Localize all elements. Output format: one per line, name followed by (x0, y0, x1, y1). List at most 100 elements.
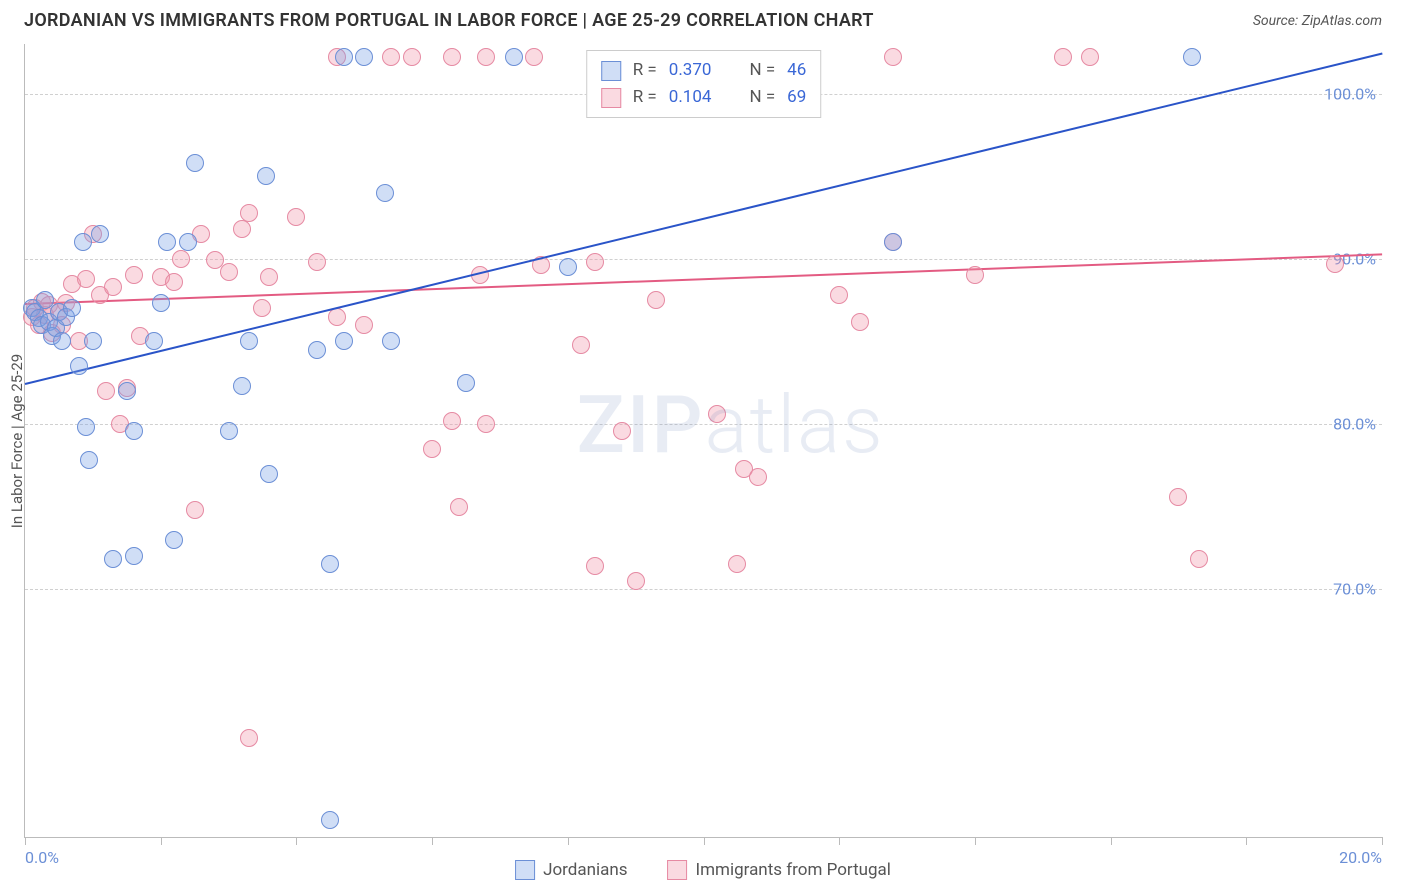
x-tick (704, 837, 705, 845)
legend-swatch (515, 860, 535, 880)
x-tick (25, 837, 26, 845)
data-point-portugal (830, 286, 848, 304)
data-point-portugal (125, 266, 143, 284)
x-tick-label: 20.0% (1339, 848, 1382, 867)
data-point-portugal (355, 316, 373, 334)
x-tick-label: 0.0% (25, 848, 59, 867)
data-point-portugal (1326, 255, 1344, 273)
legend-swatch (601, 88, 621, 108)
legend-label: Jordanians (543, 860, 627, 880)
data-point-jordanians (125, 422, 143, 440)
data-point-jordanians (53, 332, 71, 350)
data-point-portugal (728, 555, 746, 573)
data-point-jordanians (125, 547, 143, 565)
data-point-portugal (233, 220, 251, 238)
data-point-jordanians (118, 382, 136, 400)
data-point-jordanians (152, 294, 170, 312)
data-point-jordanians (80, 451, 98, 469)
correlation-legend: R = 0.370 N = 46R = 0.104N = 69 (586, 50, 822, 118)
data-point-jordanians (1183, 48, 1201, 66)
data-point-jordanians (457, 374, 475, 392)
data-point-jordanians (179, 233, 197, 251)
data-point-jordanians (158, 233, 176, 251)
data-point-jordanians (355, 48, 373, 66)
data-point-portugal (1190, 550, 1208, 568)
data-point-jordanians (308, 341, 326, 359)
data-point-jordanians (233, 377, 251, 395)
x-tick (975, 837, 976, 845)
data-point-portugal (851, 313, 869, 331)
data-point-jordanians (70, 357, 88, 375)
data-point-jordanians (77, 418, 95, 436)
data-point-portugal (966, 266, 984, 284)
data-point-portugal (749, 468, 767, 486)
data-point-jordanians (145, 332, 163, 350)
y-tick-label: 100.0% (1324, 84, 1376, 103)
data-point-portugal (308, 253, 326, 271)
x-tick (1246, 837, 1247, 845)
plot-region: 70.0%80.0%90.0%100.0%0.0%20.0% (25, 44, 1382, 837)
data-point-portugal (586, 253, 604, 271)
data-point-portugal (586, 557, 604, 575)
data-point-jordanians (505, 48, 523, 66)
x-tick (296, 837, 297, 845)
data-point-jordanians (260, 465, 278, 483)
data-point-portugal (443, 412, 461, 430)
data-point-portugal (627, 572, 645, 590)
data-point-jordanians (559, 258, 577, 276)
source-name: ZipAtlas.com (1302, 13, 1382, 29)
data-point-portugal (220, 263, 238, 281)
source-prefix: Source: (1253, 13, 1302, 29)
data-point-jordanians (335, 332, 353, 350)
x-tick (432, 837, 433, 845)
data-point-portugal (443, 48, 461, 66)
data-point-jordanians (220, 422, 238, 440)
data-point-jordanians (84, 332, 102, 350)
data-point-portugal (1169, 488, 1187, 506)
data-point-jordanians (321, 555, 339, 573)
gridline (25, 259, 1382, 260)
source-attribution: Source: ZipAtlas.com (1253, 13, 1382, 29)
data-point-portugal (165, 273, 183, 291)
x-tick (839, 837, 840, 845)
legend-r-value: 0.104 (669, 84, 712, 111)
legend-item: Immigrants from Portugal (668, 860, 891, 880)
legend-label: Immigrants from Portugal (696, 860, 891, 880)
data-point-portugal (1081, 48, 1099, 66)
data-point-jordanians (376, 184, 394, 202)
legend-row: R = 0.104N = 69 (601, 84, 807, 111)
data-point-portugal (172, 250, 190, 268)
data-point-jordanians (186, 154, 204, 172)
data-point-portugal (1054, 48, 1072, 66)
data-point-jordanians (257, 167, 275, 185)
data-point-portugal (477, 415, 495, 433)
legend-r-label: R = (633, 84, 657, 111)
data-point-jordanians (335, 48, 353, 66)
data-point-portugal (572, 336, 590, 354)
data-point-portugal (77, 270, 95, 288)
y-axis-label: In Labor Force | Age 25-29 (8, 353, 26, 527)
x-tick (1382, 837, 1383, 845)
data-point-portugal (253, 299, 271, 317)
data-point-portugal (240, 729, 258, 747)
data-point-portugal (647, 291, 665, 309)
data-point-portugal (450, 498, 468, 516)
x-tick (1111, 837, 1112, 845)
data-point-portugal (477, 48, 495, 66)
data-point-jordanians (165, 531, 183, 549)
y-tick-label: 80.0% (1333, 414, 1376, 433)
data-point-jordanians (884, 233, 902, 251)
legend-r-value: 0.370 (669, 57, 712, 84)
chart-area: In Labor Force | Age 25-29 70.0%80.0%90.… (24, 44, 1382, 838)
data-point-jordanians (104, 550, 122, 568)
legend-n-label: N = (749, 57, 775, 84)
legend-row: R = 0.370N = 46 (601, 57, 807, 84)
data-point-portugal (613, 422, 631, 440)
data-point-portugal (240, 204, 258, 222)
chart-title: JORDANIAN VS IMMIGRANTS FROM PORTUGAL IN… (24, 10, 874, 31)
legend-n-value: 46 (787, 57, 806, 84)
data-point-portugal (104, 278, 122, 296)
data-point-portugal (708, 405, 726, 423)
data-point-portugal (403, 48, 421, 66)
legend-item: Jordanians (515, 860, 627, 880)
